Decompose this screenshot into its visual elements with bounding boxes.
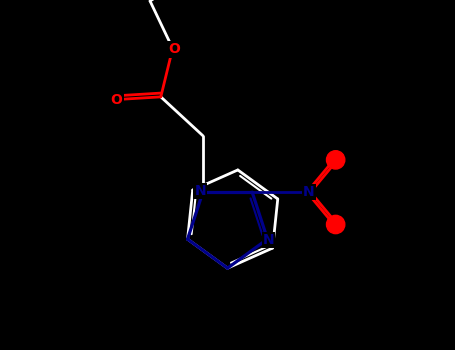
Text: N: N (303, 185, 314, 199)
Text: O: O (111, 92, 122, 106)
Text: N: N (194, 184, 206, 198)
Circle shape (327, 215, 345, 234)
Text: O: O (168, 42, 180, 56)
Circle shape (327, 151, 345, 169)
Text: N: N (263, 233, 274, 247)
